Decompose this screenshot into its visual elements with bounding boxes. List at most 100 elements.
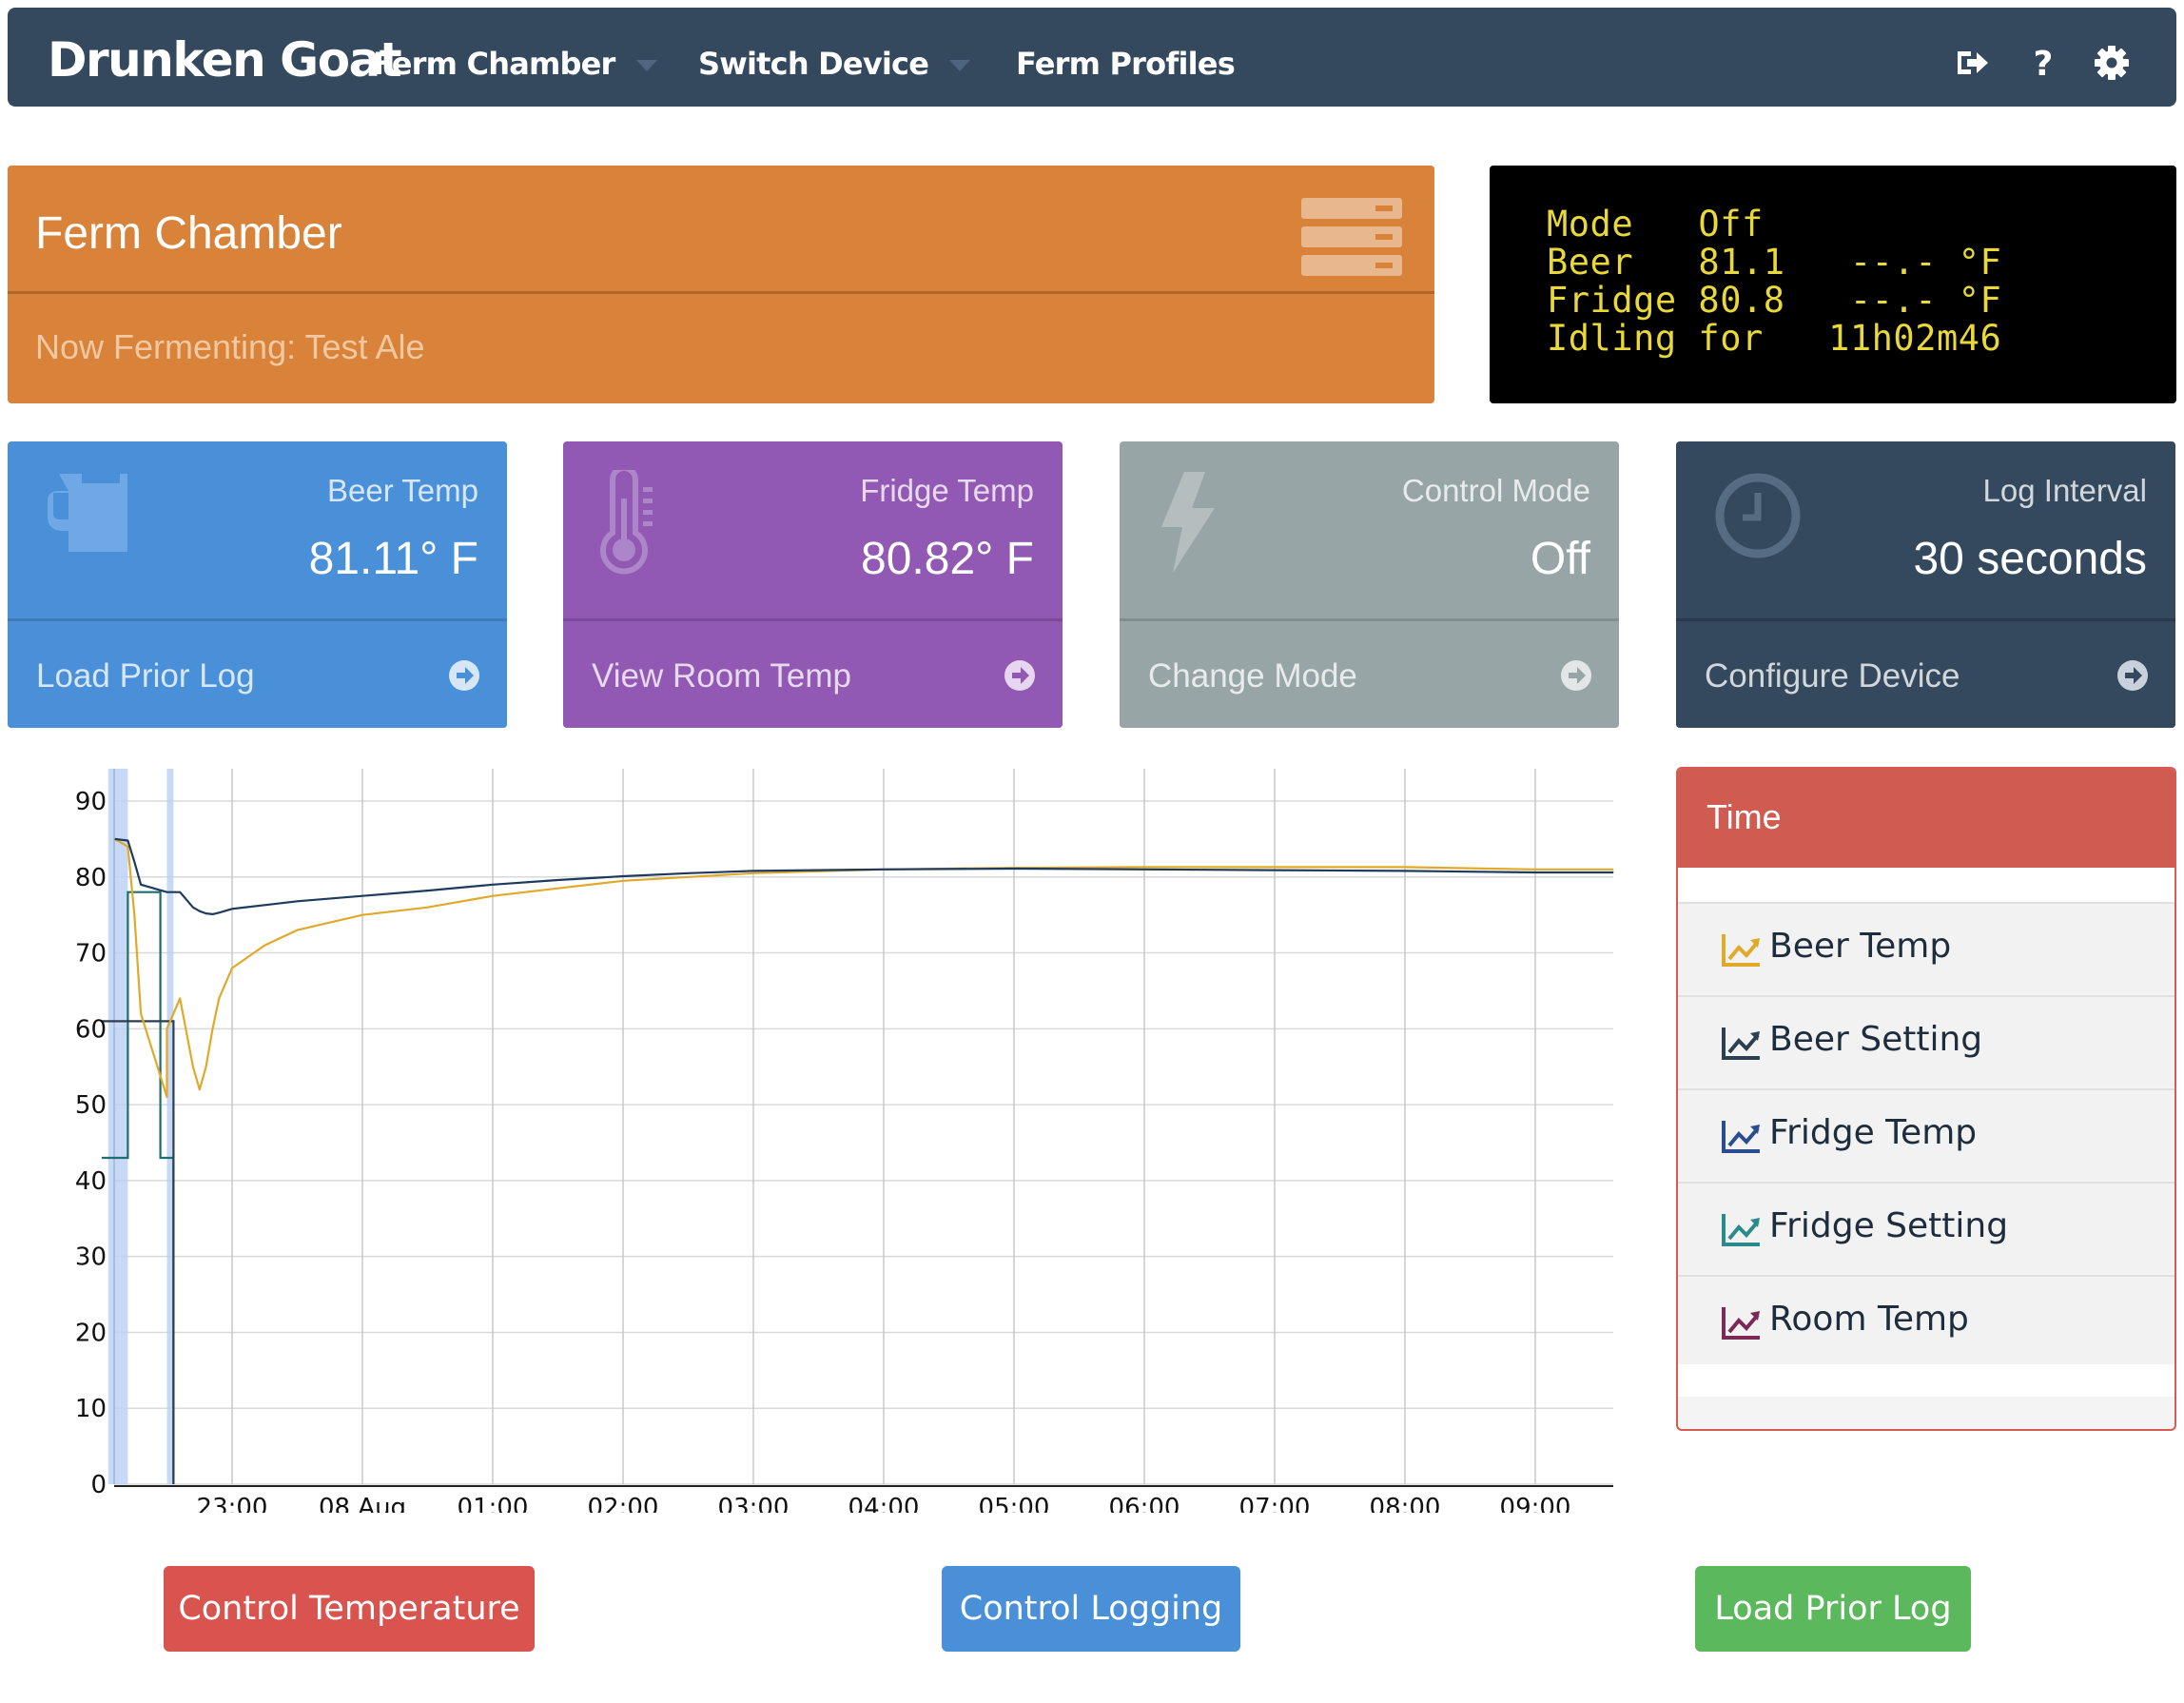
series-fridge-temp	[114, 837, 1614, 915]
card-header: Fridge Temp 80.82° F	[563, 441, 1063, 617]
x-tick-label: 23:00	[197, 1494, 268, 1513]
lcd-line-status: Idling for 11h02m46	[1547, 318, 2002, 359]
x-tick-label: 07:00	[1239, 1494, 1311, 1513]
card-header: Control Mode Off	[1120, 441, 1619, 617]
line-chart-icon	[1722, 1307, 1760, 1340]
legend-item-label: Beer Temp	[1769, 927, 1952, 966]
lcd-line-fridge: Fridge 80.8 --.- °F	[1547, 280, 2002, 321]
y-tick-label: 80	[75, 864, 107, 892]
card-header: Log Interval 30 seconds	[1676, 441, 2175, 617]
x-tick-label: 08 Aug	[319, 1494, 406, 1513]
line-chart-icon	[1722, 1028, 1760, 1060]
y-tick-label: 50	[75, 1091, 107, 1120]
top-navbar: Drunken Goat Ferm Chamber Switch Device …	[8, 8, 2176, 107]
line-chart-icon	[1722, 934, 1760, 967]
now-fermenting-text: Now Fermenting: Test Ale	[35, 327, 425, 366]
legend-item-fridge-temp[interactable]: Fridge Temp	[1678, 1088, 2174, 1180]
control-mode-label: Control Mode	[1401, 473, 1590, 508]
arrow-circle-right-icon	[1004, 660, 1035, 691]
clock-icon	[1715, 473, 1801, 558]
control-mode-card: Control Mode Off Change Mode	[1120, 441, 1619, 728]
arrow-circle-right-icon	[2117, 660, 2148, 691]
legend-item-label: Fridge Temp	[1769, 1113, 1978, 1152]
beer-temp-label: Beer Temp	[327, 473, 478, 508]
brand-logo[interactable]: Drunken Goat	[48, 32, 402, 88]
view-room-temp-label: View Room Temp	[592, 657, 851, 695]
y-tick-label: 20	[75, 1319, 107, 1347]
nav-ferm-profiles[interactable]: Ferm Profiles	[1016, 46, 1236, 82]
control-logging-button[interactable]: Control Logging	[942, 1566, 1240, 1652]
nav-switch-device-label: Switch Device	[698, 46, 929, 82]
y-tick-label: 60	[75, 1015, 107, 1044]
log-interval-value: 30 seconds	[1913, 534, 2147, 584]
thermometer-icon	[600, 470, 653, 575]
legend-title: Time	[1706, 797, 1782, 836]
lightning-icon	[1161, 472, 1215, 573]
x-axis-ticks: 23:00 08 Aug 01:00 02:00 03:00 04:00 05:00 06:0…	[197, 1494, 1571, 1513]
nav-ferm-chamber-label: Ferm Chamber	[373, 46, 615, 82]
beer-temp-card: Beer Temp 81.11° F Load Prior Log	[8, 441, 507, 728]
y-tick-label: 10	[75, 1395, 107, 1423]
fridge-temp-value: 80.82° F	[861, 534, 1034, 584]
y-axis-ticks: 0 10 20 30 40 50 60 70 80 90	[75, 788, 107, 1499]
ferm-chamber-panel: Ferm Chamber Now Fermenting: Test Ale	[8, 166, 1434, 403]
y-tick-label: 40	[75, 1167, 107, 1196]
lcd-line-mode: Mode Off	[1547, 204, 1764, 245]
fridge-temp-label: Fridge Temp	[860, 473, 1034, 508]
y-tick-label: 0	[90, 1471, 107, 1499]
y-tick-label: 70	[75, 940, 107, 969]
nav-ferm-profiles-label: Ferm Profiles	[1016, 46, 1236, 82]
y-tick-label: 90	[75, 788, 107, 816]
server-icon	[1301, 198, 1402, 276]
arrow-circle-right-icon	[1561, 660, 1591, 691]
chevron-down-icon	[635, 60, 657, 71]
y-tick-label: 30	[75, 1243, 107, 1272]
x-tick-label: 09:00	[1500, 1494, 1571, 1513]
control-temperature-button[interactable]: Control Temperature	[164, 1566, 535, 1652]
lcd-line-beer: Beer 81.1 --.- °F	[1547, 242, 2002, 283]
legend-footer	[1678, 1364, 2174, 1397]
control-mode-value: Off	[1530, 534, 1590, 584]
logout-icon[interactable]	[1954, 44, 1992, 82]
load-prior-log-link[interactable]: Load Prior Log	[8, 618, 507, 728]
legend-item-fridge-setting[interactable]: Fridge Setting	[1678, 1182, 2174, 1273]
line-chart-icon	[1722, 1214, 1760, 1246]
change-mode-label: Change Mode	[1148, 657, 1357, 695]
highlight-band	[107, 769, 128, 1484]
highlight-band	[166, 769, 174, 1484]
legend-item-room-temp[interactable]: Room Temp	[1678, 1275, 2174, 1366]
x-tick-label: 03:00	[718, 1494, 790, 1513]
legend-header: Time	[1678, 769, 2174, 868]
help-icon[interactable]: ?	[2024, 44, 2062, 84]
beer-mug-icon	[48, 474, 127, 552]
load-prior-log-button[interactable]: Load Prior Log	[1695, 1566, 1971, 1652]
x-tick-label: 02:00	[588, 1494, 659, 1513]
view-room-temp-link[interactable]: View Room Temp	[563, 618, 1063, 728]
beer-temp-value: 81.11° F	[308, 534, 478, 584]
settings-icon[interactable]	[2093, 44, 2131, 82]
lcd-display: Mode Off Beer 81.1 --.- °F Fridge 80.8 -…	[1490, 166, 2176, 403]
legend-item-label: Room Temp	[1769, 1300, 1969, 1339]
legend-item-label: Fridge Setting	[1769, 1206, 2009, 1245]
change-mode-link[interactable]: Change Mode	[1120, 618, 1619, 728]
nav-ferm-chamber-dropdown[interactable]: Ferm Chamber	[373, 46, 657, 82]
x-tick-label: 08:00	[1370, 1494, 1441, 1513]
panel-divider	[8, 291, 1434, 294]
configure-device-link[interactable]: Configure Device	[1676, 618, 2175, 728]
nav-switch-device-dropdown[interactable]: Switch Device	[698, 46, 971, 82]
legend-item-beer-temp[interactable]: Beer Temp	[1678, 902, 2174, 993]
temperature-chart[interactable]: 0 10 20 30 40 50 60 70 80 90 23:00 08 Aug 01:00 02:0…	[57, 761, 1617, 1513]
chevron-down-icon	[949, 60, 971, 71]
legend-item-beer-setting[interactable]: Beer Setting	[1678, 995, 2174, 1086]
line-chart-icon	[1722, 1121, 1760, 1153]
legend-spacer	[1678, 868, 2174, 902]
svg-text:?: ?	[2034, 45, 2054, 82]
panel-title: Ferm Chamber	[35, 208, 342, 259]
chart-grid	[113, 769, 1613, 1487]
log-interval-card: Log Interval 30 seconds Configure Device	[1676, 441, 2175, 728]
x-tick-label: 05:00	[979, 1494, 1050, 1513]
chart-series	[102, 837, 1614, 1484]
series-beer-temp	[114, 837, 1614, 1099]
fridge-temp-card: Fridge Temp 80.82° F View Room Temp	[563, 441, 1063, 728]
arrow-circle-right-icon	[449, 660, 479, 691]
